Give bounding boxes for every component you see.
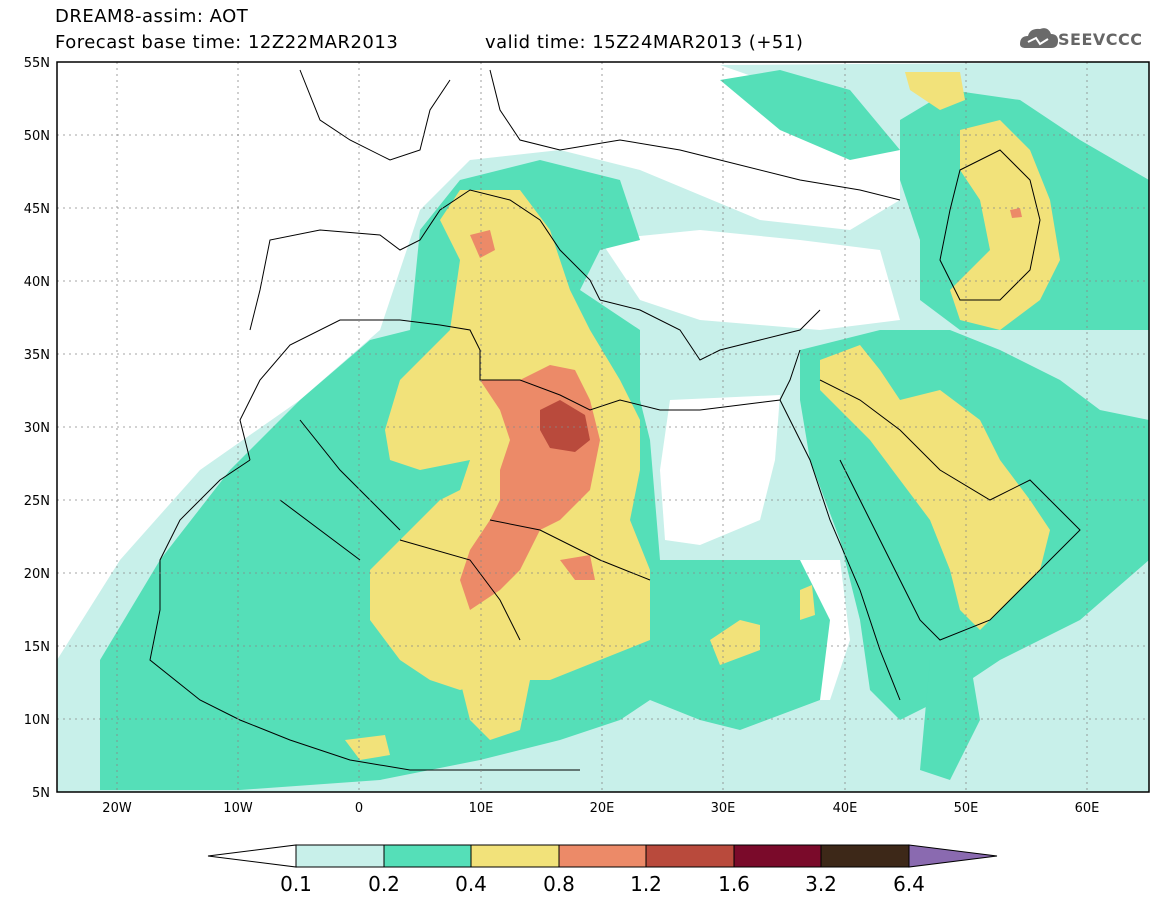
colorbar-label: 3.2 [805, 872, 837, 896]
lon-label: 40E [833, 801, 858, 816]
coastlines [149, 69, 1081, 771]
aot-level-0.4-arabia [820, 345, 1050, 630]
colorbar-bin [295, 844, 385, 868]
colorbar-bin [383, 844, 472, 868]
colorbar-under [207, 844, 297, 868]
lat-label: 30N [24, 421, 50, 436]
lon-label: 10E [469, 801, 494, 816]
colorbar [207, 844, 998, 868]
logo-text: SEEVCCC [1058, 30, 1143, 49]
lat-label: 40N [24, 275, 50, 290]
colorbar-bin [645, 844, 735, 868]
lat-label: 20N [24, 567, 50, 582]
lon-label: 30E [711, 801, 736, 816]
lon-label: 10W [223, 801, 253, 816]
map-frame [56, 61, 1150, 793]
colorbar-bin [820, 844, 910, 868]
map-title: DREAM8-assim: AOT [55, 6, 249, 27]
lon-label: 60E [1075, 801, 1100, 816]
lat-label: 55N [24, 56, 50, 71]
colorbar-label: 1.6 [718, 872, 750, 896]
lat-label: 25N [24, 494, 50, 509]
lat-label: 35N [24, 348, 50, 363]
colorbar-label: 0.2 [368, 872, 400, 896]
lat-label: 10N [24, 713, 50, 728]
aot-level-1.2 [540, 400, 590, 452]
colorbar-label: 1.2 [630, 872, 662, 896]
lon-label: 0 [355, 801, 363, 816]
valid-time: valid time: 15Z24MAR2013 (+51) [485, 32, 804, 53]
lat-label: 5N [32, 786, 50, 801]
seevccc-logo [1020, 28, 1058, 48]
colorbar-label: 6.4 [893, 872, 925, 896]
colorbar-label: 0.1 [280, 872, 312, 896]
lon-label: 20E [590, 801, 615, 816]
colorbar-bin [733, 844, 822, 868]
lat-axis: 55N 50N 45N 40N 35N 30N 25N 20N 15N 10N … [24, 56, 50, 801]
lon-label: 50E [954, 801, 979, 816]
lon-axis: 20W 10W 0 10E 20E 30E 40E 50E 60E [102, 801, 1099, 816]
lat-label: 50N [24, 129, 50, 144]
lon-label: 20W [102, 801, 132, 816]
colorbar-label: 0.8 [543, 872, 575, 896]
colorbar-bin [558, 844, 647, 868]
colorbar-over [908, 844, 998, 868]
colorbar-label: 0.4 [455, 872, 487, 896]
aot-level-0.4-caspian [950, 120, 1060, 330]
gridlines [57, 62, 1149, 792]
colorbar-bin [470, 844, 560, 868]
forecast-base-time: Forecast base time: 12Z22MAR2013 [55, 32, 399, 53]
lat-label: 15N [24, 640, 50, 655]
lat-label: 45N [24, 202, 50, 217]
